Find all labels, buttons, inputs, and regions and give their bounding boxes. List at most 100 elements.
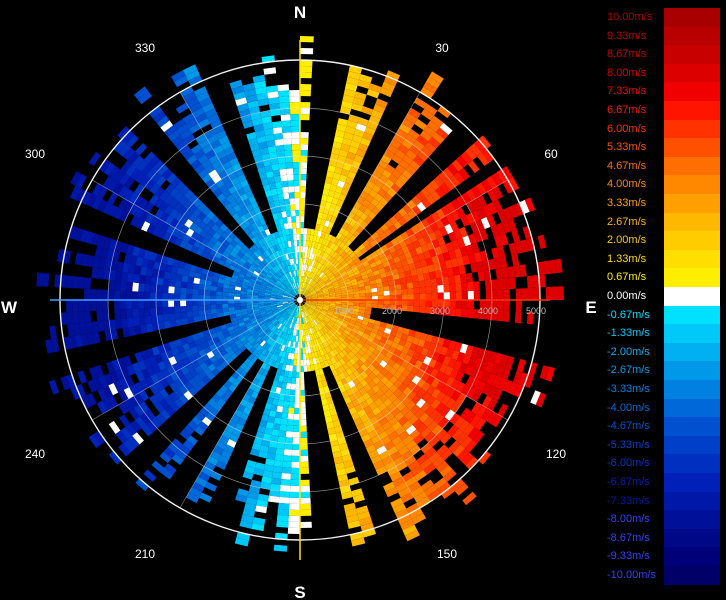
velocity-cell	[237, 103, 249, 112]
velocity-cell	[178, 195, 189, 206]
velocity-cell	[294, 186, 300, 193]
velocity-cell	[247, 360, 255, 368]
velocity-cell	[173, 237, 183, 247]
velocity-cell	[281, 473, 291, 480]
velocity-cell	[306, 284, 311, 291]
velocity-cell	[416, 201, 427, 212]
velocity-cell	[268, 280, 275, 285]
velocity-cell	[300, 60, 313, 67]
velocity-cell	[268, 315, 275, 320]
velocity-cell	[370, 251, 378, 258]
velocity-cell	[294, 401, 300, 408]
velocity-cell	[304, 303, 310, 308]
velocity-cell	[286, 315, 291, 321]
velocity-cell	[402, 328, 411, 336]
velocity-cell	[270, 239, 276, 247]
velocity-cell	[266, 321, 272, 327]
velocity-cell	[339, 485, 352, 494]
velocity-cell	[123, 355, 132, 367]
velocity-cell	[194, 425, 205, 436]
velocity-cell	[201, 466, 213, 477]
velocity-cell	[310, 320, 315, 327]
velocity-cell	[173, 388, 184, 399]
velocity-cell	[265, 288, 272, 293]
velocity-cell	[349, 319, 356, 325]
velocity-cell	[267, 322, 274, 329]
velocity-cell	[307, 308, 312, 314]
velocity-cell	[120, 242, 129, 254]
velocity-cell	[295, 288, 299, 295]
velocity-cell	[393, 336, 401, 344]
velocity-cell	[311, 294, 318, 297]
velocity-cell	[203, 402, 214, 412]
velocity-cell	[315, 236, 321, 243]
velocity-cell	[84, 300, 91, 312]
velocity-cell	[328, 307, 335, 312]
velocity-cell	[255, 280, 262, 285]
velocity-cell	[250, 112, 262, 121]
velocity-cell	[261, 116, 272, 124]
velocity-cell	[440, 394, 451, 406]
velocity-cell	[367, 322, 375, 328]
velocity-cell	[267, 446, 277, 455]
velocity-cell	[311, 295, 318, 298]
legend-entry: -4.00m/s	[604, 398, 724, 418]
velocity-cell	[514, 241, 523, 254]
velocity-cell	[255, 160, 265, 169]
velocity-cell	[268, 410, 277, 418]
velocity-cell	[343, 396, 352, 405]
velocity-cell	[310, 266, 315, 273]
velocity-cell	[348, 272, 355, 278]
velocity-cell	[310, 339, 315, 347]
velocity-cell	[133, 404, 145, 417]
velocity-cell	[290, 108, 300, 115]
velocity-cell	[300, 186, 306, 193]
velocity-cell	[334, 287, 341, 291]
velocity-cell	[290, 126, 300, 133]
velocity-cell	[420, 218, 430, 228]
velocity-cell	[282, 186, 289, 194]
velocity-cell	[281, 283, 287, 289]
velocity-cell	[289, 334, 293, 342]
velocity-cell	[141, 424, 153, 437]
velocity-cell	[208, 169, 219, 179]
velocity-cell	[300, 102, 311, 109]
velocity-cell	[285, 273, 290, 280]
velocity-cell	[192, 107, 205, 119]
velocity-cell	[263, 464, 274, 472]
velocity-cell	[440, 384, 451, 395]
velocity-cell	[206, 219, 216, 229]
velocity-cell	[370, 435, 381, 445]
velocity-cell	[364, 375, 373, 384]
velocity-cell	[282, 303, 289, 307]
velocity-cell	[389, 384, 399, 394]
velocity-cell	[289, 316, 293, 322]
velocity-cell	[402, 213, 412, 223]
velocity-cell	[336, 468, 347, 477]
velocity-cell	[160, 120, 173, 133]
velocity-cell	[380, 384, 390, 394]
velocity-cell	[320, 231, 326, 239]
velocity-cell	[293, 174, 300, 181]
velocity-cell	[337, 328, 344, 334]
velocity-cell	[305, 277, 309, 284]
velocity-cell	[305, 316, 309, 323]
velocity-cell	[267, 313, 274, 318]
legend-entry: 7.33m/s	[604, 82, 724, 102]
velocity-cell	[348, 406, 358, 416]
velocity-cell	[397, 365, 406, 375]
velocity-cell	[424, 447, 437, 459]
velocity-cell	[245, 401, 254, 410]
velocity-cell	[345, 224, 353, 232]
velocity-cell	[159, 190, 170, 202]
velocity-cell	[264, 343, 271, 351]
velocity-cell	[306, 277, 310, 284]
velocity-cell	[292, 276, 296, 283]
velocity-cell	[302, 323, 305, 330]
velocity-cell	[358, 267, 366, 274]
velocity-cell	[421, 381, 431, 392]
velocity-cell	[267, 271, 274, 278]
velocity-cell	[481, 395, 493, 408]
velocity-cell	[501, 166, 513, 180]
velocity-cell	[344, 346, 351, 354]
